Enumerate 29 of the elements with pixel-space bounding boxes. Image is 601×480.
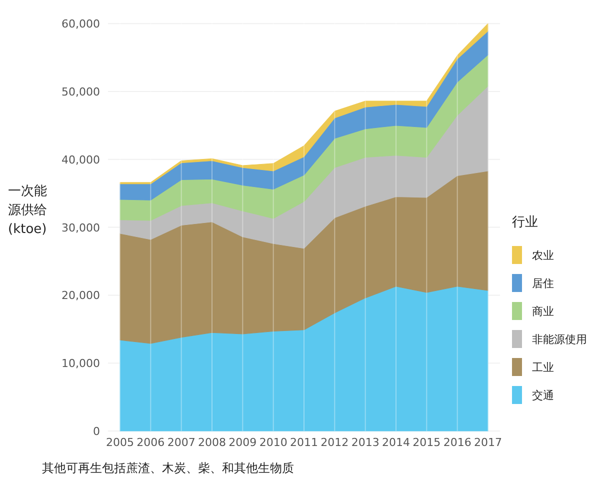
y-tick-label: 20,000 <box>62 289 100 302</box>
x-tick-label: 2007 <box>167 436 196 449</box>
x-tick-label: 2016 <box>443 436 472 449</box>
y-tick-label: 50,000 <box>62 85 100 98</box>
legend-title: 行业 <box>512 215 538 230</box>
legend-label: 居住 <box>532 277 554 290</box>
x-tick-label: 2006 <box>136 436 165 449</box>
x-tick-label: 2010 <box>259 436 288 449</box>
y-tick-label: 10,000 <box>62 357 100 370</box>
x-tick-label: 2011 <box>290 436 318 449</box>
legend-label: 工业 <box>532 361 554 374</box>
x-tick-label: 2009 <box>228 436 257 449</box>
y-tick-label: 40,000 <box>62 153 100 166</box>
x-tick-label: 2013 <box>351 436 380 449</box>
y-tick-label: 60,000 <box>62 18 100 31</box>
x-tick-label: 2015 <box>412 436 441 449</box>
x-tick-label: 2017 <box>474 436 502 449</box>
legend-label: 非能源使用 <box>532 333 587 346</box>
x-tick-label: 2014 <box>382 436 410 449</box>
y-tick-label: 0 <box>93 425 100 438</box>
text: 其他可再生包括蔗渣、木炭、柴、和其他生物质 <box>42 461 294 475</box>
legend-label: 商业 <box>532 305 554 318</box>
legend-label: 交通 <box>532 389 554 402</box>
x-tick-label: 2008 <box>198 436 226 449</box>
x-tick-label: 2005 <box>106 436 134 449</box>
y-tick-label: 30,000 <box>62 221 100 234</box>
y-axis-title: 一次能源供给 (ktoe) <box>8 184 47 237</box>
x-tick-label: 2012 <box>320 436 349 449</box>
legend-label: 农业 <box>532 249 554 262</box>
